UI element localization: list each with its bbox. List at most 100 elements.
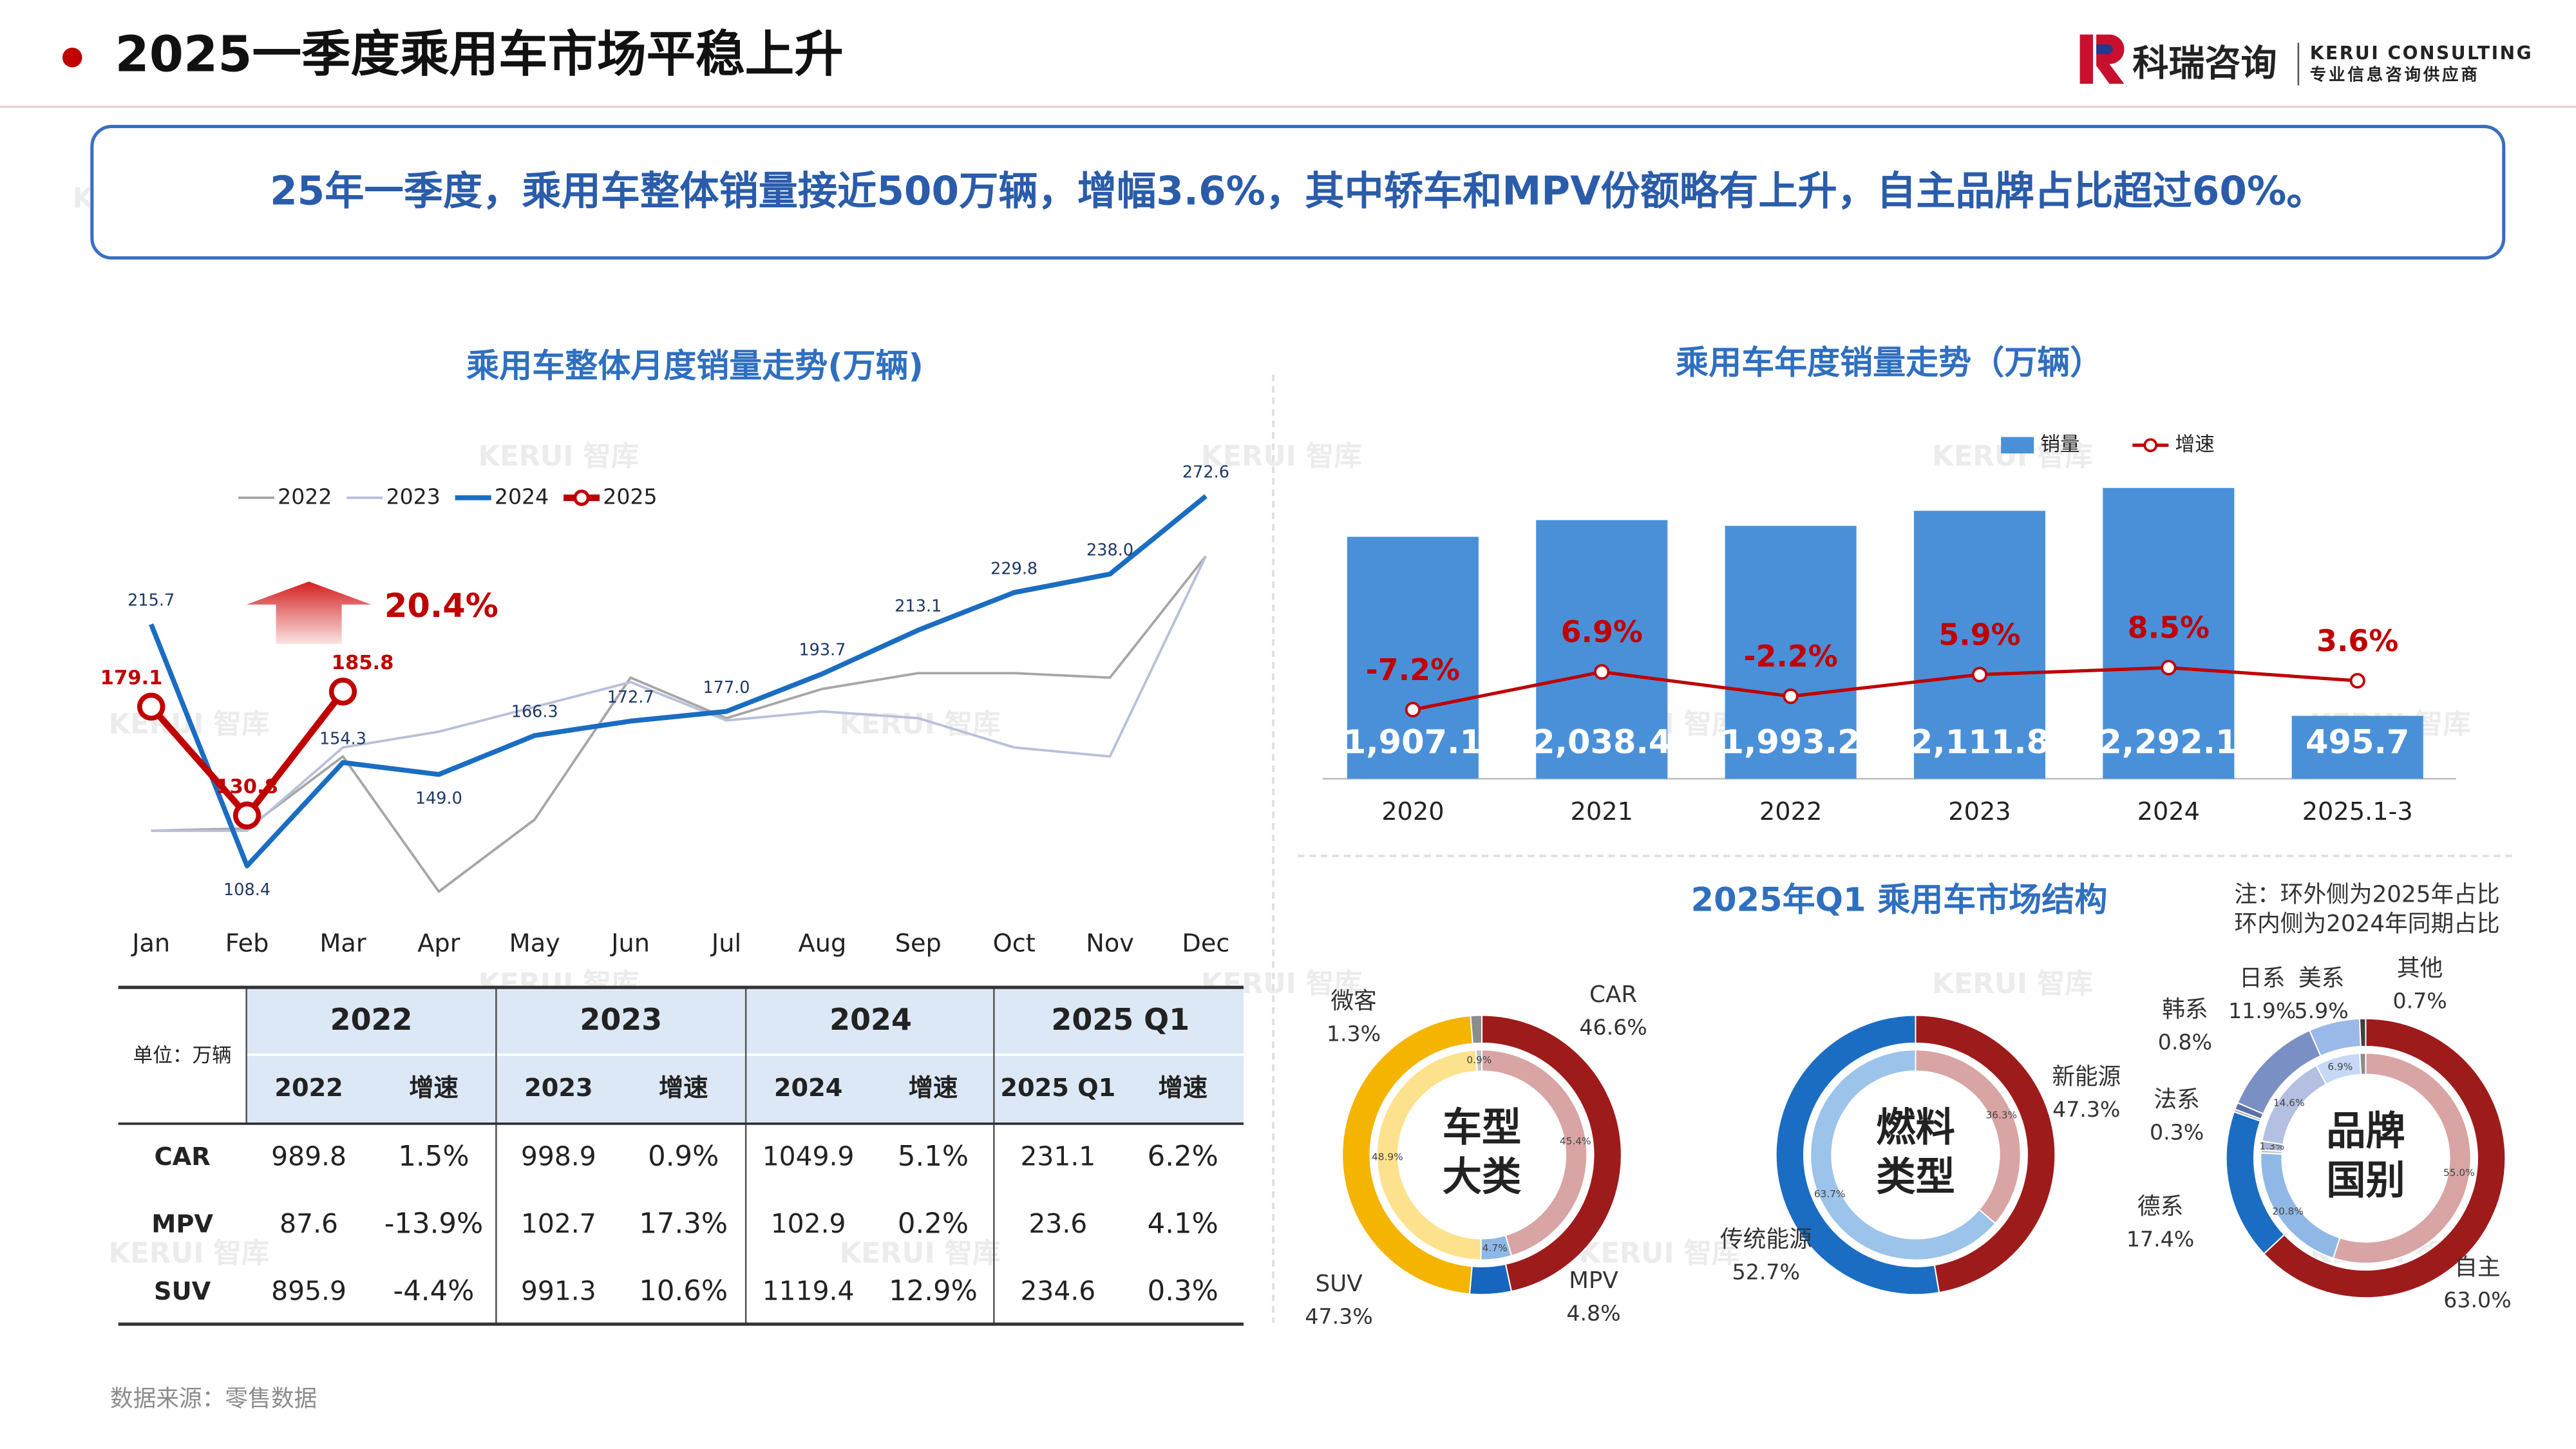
donut-slice <box>2358 1018 2367 1048</box>
legend-marker <box>573 489 590 506</box>
inner-label: 6.9% <box>2327 1061 2353 1073</box>
logo <box>2079 34 2125 84</box>
page-title: 2025一季度乘用车市场平稳上升 <box>115 26 844 83</box>
table-group: 2023 <box>580 1002 662 1037</box>
x-tick-label: Mar <box>319 929 366 958</box>
watermark: KERUI 智库 <box>108 1237 269 1269</box>
data-label: 185.8 <box>332 652 394 674</box>
legend-label: 2025 <box>603 484 657 509</box>
slice-name: 日系 <box>2239 965 2285 991</box>
bar <box>1347 536 1479 779</box>
table-group: 2025 Q1 <box>1051 1002 1189 1037</box>
bar-label: 2,111.8 <box>1910 724 2049 762</box>
table-cell: 102.9 <box>771 1208 846 1239</box>
growth-marker <box>1594 664 1610 680</box>
slice-value: 1.3% <box>1327 1021 1381 1046</box>
x-tick-label: 2023 <box>1948 797 2011 826</box>
donut-slice <box>1481 1014 1622 1293</box>
donut-slice <box>1810 1049 1996 1261</box>
x-tick-label: 2022 <box>1759 797 1822 826</box>
logo-bar <box>2079 34 2093 84</box>
table-cell: 4.1% <box>1148 1208 1218 1240</box>
inner-label: 55.0% <box>2443 1167 2475 1179</box>
watermark: KERUI 智库 <box>1579 1237 1740 1269</box>
table-subheader: 增速 <box>409 1074 459 1103</box>
table-cell: 1119.4 <box>762 1276 855 1307</box>
growth-label: 6.9% <box>1561 614 1643 649</box>
slice-value: 47.3% <box>1305 1303 1372 1329</box>
table-cell: 10.6% <box>639 1275 728 1307</box>
donut-center: 品牌 <box>2326 1108 2405 1154</box>
table-cell: 0.9% <box>648 1141 719 1173</box>
growth-line <box>1412 666 2358 712</box>
watermark: KERUI 智库 <box>1932 968 2093 1000</box>
table-subheader: 2023 <box>524 1074 592 1103</box>
x-tick-label: Aug <box>799 929 847 958</box>
table-subheader: 2025 Q1 <box>1000 1074 1115 1103</box>
point-marker <box>328 677 357 706</box>
data-label: 130.8 <box>216 775 278 798</box>
data-label: 172.7 <box>607 688 654 707</box>
structure-note: 环内侧为2024年同期占比 <box>2234 911 2499 937</box>
bar <box>1725 526 1857 779</box>
line-chart-title: 乘用车整体月度销量走势(万辆) <box>466 347 923 385</box>
donut-slice <box>1775 1014 1940 1296</box>
inner-label: 48.9% <box>1372 1151 1403 1162</box>
donut-center: 燃料 <box>1876 1105 1955 1151</box>
slice-value: 0.3% <box>2150 1120 2204 1145</box>
table-cell: 991.3 <box>521 1276 596 1307</box>
x-tick-label: 2020 <box>1381 797 1444 826</box>
bar <box>2103 488 2235 779</box>
data-label: 154.3 <box>319 729 366 748</box>
growth-marker <box>1405 701 1421 718</box>
growth-label: -2.2% <box>1743 639 1837 674</box>
table-cell: 102.7 <box>521 1208 596 1239</box>
growth-label: 3.6% <box>2316 623 2398 658</box>
table-cell: 998.9 <box>521 1141 596 1171</box>
inner-label: 20.8% <box>2272 1206 2304 1217</box>
table-group: 2024 <box>829 1002 912 1037</box>
slice-name: 其他 <box>2397 955 2443 981</box>
table-header-bg <box>246 989 1244 1124</box>
summary-box <box>90 124 2506 260</box>
data-label: 108.4 <box>223 880 270 900</box>
table-cell: 1049.9 <box>762 1141 855 1171</box>
table-cell: -4.4% <box>393 1275 475 1307</box>
legend-label: 销量 <box>2040 433 2079 456</box>
x-tick-label: Nov <box>1086 929 1134 958</box>
donut-slice <box>2359 1052 2367 1075</box>
x-tick-label: Jun <box>610 929 650 958</box>
inner-label: 0.9% <box>1466 1054 1492 1066</box>
growth-marker <box>2161 659 2177 676</box>
bar-chart-title: 乘用车年度销量走势（万辆） <box>1676 344 2103 382</box>
table-cell: -13.9% <box>384 1208 483 1240</box>
donut-slice <box>1341 1015 1473 1295</box>
donut-slice <box>1915 1014 2056 1294</box>
legend-marker <box>2143 438 2158 453</box>
watermark: KERUI 智库 <box>840 1237 1001 1269</box>
table-row-label: MPV <box>151 1210 213 1239</box>
source: 数据来源：零售数据 <box>110 1385 317 1412</box>
growth-arrow <box>246 582 372 644</box>
data-label: 213.1 <box>895 597 942 616</box>
slice-value: 52.7% <box>1732 1260 1800 1285</box>
inner-label: 63.7% <box>1814 1188 1846 1200</box>
table-cell: 895.9 <box>271 1276 346 1307</box>
data-label: 229.8 <box>990 559 1037 578</box>
x-tick-label: Jul <box>710 929 741 958</box>
table-subheader: 2022 <box>274 1074 343 1103</box>
growth-marker <box>1971 667 1988 683</box>
table-cell: 0.2% <box>898 1208 969 1240</box>
structure-note: 注：环外侧为2025年占比 <box>2234 881 2499 907</box>
slice-name: MPV <box>1569 1267 1618 1294</box>
x-tick-label: Feb <box>225 929 269 958</box>
table-cell: 17.3% <box>639 1208 728 1240</box>
slice-value: 17.4% <box>2126 1227 2194 1252</box>
table-row-label: SUV <box>154 1277 211 1306</box>
point-marker <box>137 692 166 721</box>
bar <box>1536 520 1668 779</box>
donut-slice <box>2332 1052 2472 1264</box>
slice-name: 微客 <box>1331 988 1376 1014</box>
